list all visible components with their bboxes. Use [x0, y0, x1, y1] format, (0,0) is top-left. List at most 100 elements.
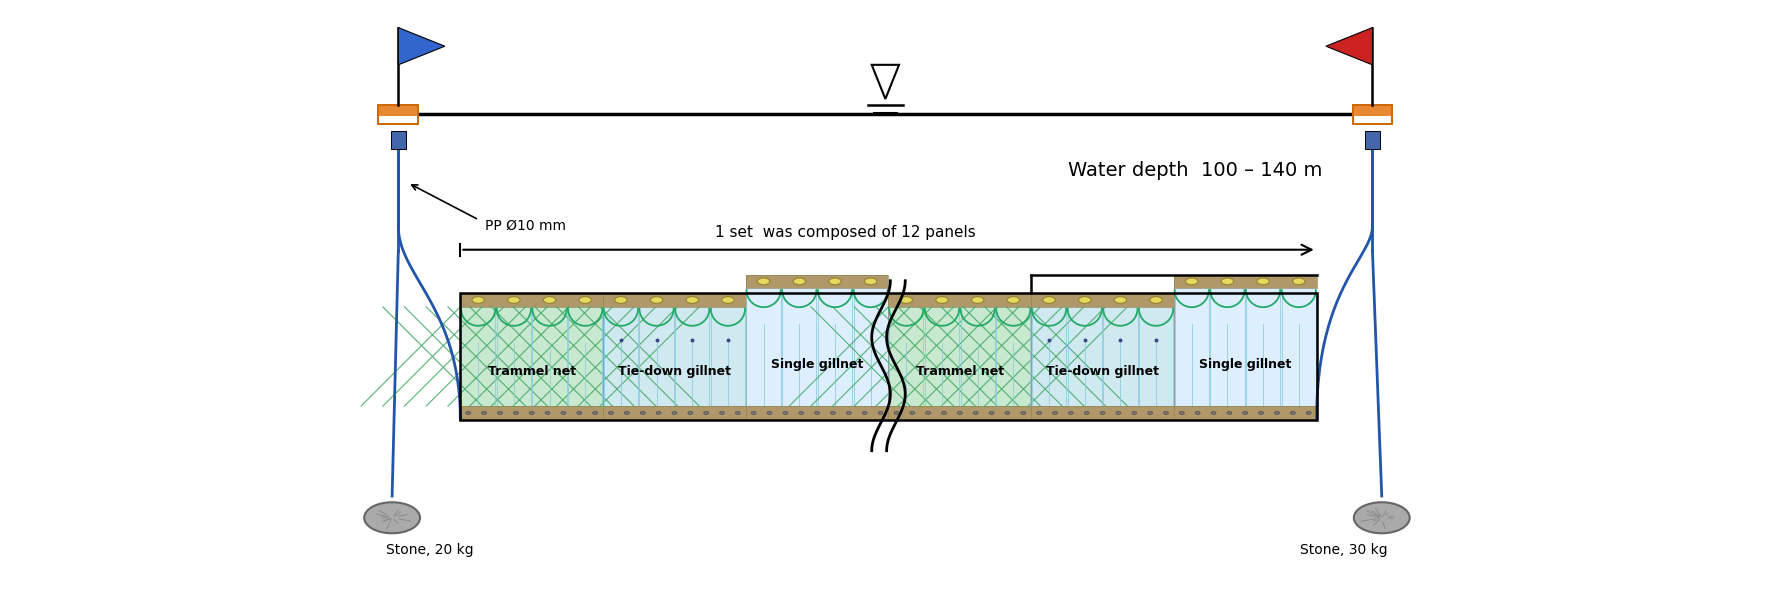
Ellipse shape — [592, 411, 597, 415]
Bar — [746, 406, 888, 419]
Ellipse shape — [1180, 411, 1184, 415]
Ellipse shape — [507, 296, 519, 303]
Ellipse shape — [624, 411, 629, 415]
Ellipse shape — [893, 411, 898, 415]
Ellipse shape — [831, 411, 835, 415]
Ellipse shape — [973, 411, 978, 415]
Ellipse shape — [608, 411, 613, 415]
Ellipse shape — [1221, 278, 1233, 285]
Text: Tie-down gillnet: Tie-down gillnet — [618, 365, 730, 378]
Bar — [1031, 406, 1173, 419]
Bar — [379, 105, 418, 124]
Bar — [746, 288, 888, 406]
Bar — [1352, 107, 1393, 115]
Ellipse shape — [1150, 296, 1162, 303]
Bar — [602, 406, 746, 419]
Text: Trammel net: Trammel net — [487, 365, 576, 378]
Polygon shape — [1325, 27, 1373, 65]
Ellipse shape — [1242, 411, 1247, 415]
Ellipse shape — [751, 411, 757, 415]
Ellipse shape — [1194, 411, 1200, 415]
Ellipse shape — [925, 411, 930, 415]
Ellipse shape — [879, 411, 882, 415]
Ellipse shape — [1100, 411, 1106, 415]
Ellipse shape — [1005, 411, 1010, 415]
Ellipse shape — [957, 411, 962, 415]
Bar — [1173, 288, 1317, 406]
Ellipse shape — [1210, 411, 1216, 415]
Bar — [461, 293, 602, 307]
Ellipse shape — [686, 296, 698, 303]
Ellipse shape — [971, 296, 983, 303]
Ellipse shape — [482, 411, 487, 415]
Ellipse shape — [514, 411, 519, 415]
Ellipse shape — [672, 411, 677, 415]
Ellipse shape — [1079, 296, 1092, 303]
Bar — [888, 307, 1031, 406]
Ellipse shape — [1354, 502, 1411, 533]
Ellipse shape — [794, 278, 806, 285]
Bar — [461, 406, 602, 419]
Bar — [888, 406, 1031, 419]
Ellipse shape — [865, 278, 877, 285]
Text: Trammel net: Trammel net — [916, 365, 1005, 378]
Text: Single gillnet: Single gillnet — [1200, 358, 1292, 371]
Text: Water depth  100 – 140 m: Water depth 100 – 140 m — [1069, 161, 1322, 180]
Ellipse shape — [562, 411, 565, 415]
Bar — [461, 293, 1317, 419]
Bar — [1364, 131, 1380, 149]
Ellipse shape — [767, 411, 773, 415]
Ellipse shape — [1290, 411, 1295, 415]
Bar — [602, 406, 746, 419]
Bar — [746, 274, 888, 288]
Ellipse shape — [900, 296, 913, 303]
Ellipse shape — [544, 296, 556, 303]
Ellipse shape — [941, 411, 946, 415]
Text: Stone, 30 kg: Stone, 30 kg — [1301, 543, 1387, 556]
Ellipse shape — [783, 411, 789, 415]
Ellipse shape — [1226, 411, 1232, 415]
Bar — [392, 131, 406, 149]
Ellipse shape — [498, 411, 503, 415]
Ellipse shape — [1021, 411, 1026, 415]
Text: Single gillnet: Single gillnet — [771, 358, 863, 371]
Text: Tie-down gillnet: Tie-down gillnet — [1045, 365, 1159, 378]
Ellipse shape — [863, 411, 867, 415]
Bar — [602, 307, 746, 406]
Bar — [746, 406, 888, 419]
Ellipse shape — [735, 411, 741, 415]
Ellipse shape — [1132, 411, 1136, 415]
Ellipse shape — [578, 411, 581, 415]
Bar — [461, 307, 602, 406]
Bar — [379, 105, 418, 124]
Ellipse shape — [799, 411, 804, 415]
Ellipse shape — [1148, 411, 1152, 415]
Ellipse shape — [719, 411, 725, 415]
Ellipse shape — [656, 411, 661, 415]
Ellipse shape — [757, 278, 769, 285]
Ellipse shape — [1084, 411, 1090, 415]
Ellipse shape — [1164, 411, 1168, 415]
Ellipse shape — [829, 278, 842, 285]
Ellipse shape — [815, 411, 820, 415]
Ellipse shape — [365, 502, 420, 533]
Bar — [602, 293, 746, 307]
Ellipse shape — [721, 296, 734, 303]
Bar — [602, 293, 746, 307]
Ellipse shape — [688, 411, 693, 415]
Ellipse shape — [1258, 411, 1263, 415]
Ellipse shape — [909, 411, 914, 415]
Bar — [1352, 105, 1393, 124]
Ellipse shape — [1115, 296, 1127, 303]
Ellipse shape — [1116, 411, 1122, 415]
Bar — [888, 293, 1031, 307]
Bar — [1031, 293, 1173, 307]
Text: PP Ø10 mm: PP Ø10 mm — [486, 219, 567, 233]
Ellipse shape — [466, 411, 471, 415]
Ellipse shape — [847, 411, 851, 415]
Ellipse shape — [530, 411, 533, 415]
Ellipse shape — [1053, 411, 1058, 415]
Ellipse shape — [1044, 296, 1056, 303]
Ellipse shape — [1274, 411, 1279, 415]
Ellipse shape — [989, 411, 994, 415]
